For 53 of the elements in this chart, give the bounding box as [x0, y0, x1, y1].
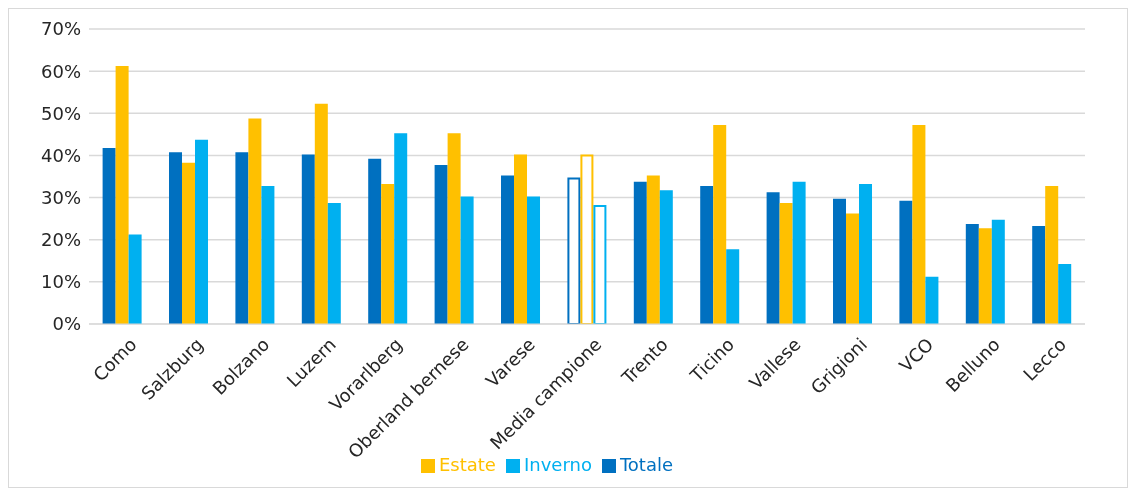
- bar: [713, 124, 727, 324]
- bar: [182, 162, 196, 324]
- bar: [1045, 186, 1059, 324]
- bar: [327, 202, 341, 324]
- bar: [527, 196, 541, 324]
- bar: [102, 148, 116, 324]
- bar: [514, 154, 528, 324]
- bar: [248, 118, 262, 324]
- y-tick-label: 30%: [40, 186, 81, 208]
- bar: [1058, 264, 1072, 324]
- bar: [726, 249, 740, 324]
- bar: [833, 198, 847, 324]
- bar: [460, 196, 474, 324]
- bar: [1032, 226, 1046, 324]
- bar: [195, 139, 209, 324]
- y-tick-label: 70%: [40, 18, 81, 40]
- bar: [169, 152, 183, 324]
- bar: [912, 124, 926, 324]
- bar: [301, 154, 315, 324]
- bar: [779, 202, 793, 324]
- bar: [700, 186, 714, 324]
- bar: [766, 192, 780, 324]
- bar: [859, 183, 873, 324]
- bar: [501, 175, 515, 324]
- bar: [447, 133, 461, 324]
- bar: [314, 103, 328, 324]
- y-tick-label: 20%: [40, 229, 81, 251]
- legend-label: Estate: [438, 454, 496, 475]
- bar: [646, 175, 660, 324]
- legend-label: Inverno: [523, 454, 592, 475]
- bar: [128, 234, 142, 324]
- bar: [434, 164, 448, 324]
- bar: [792, 181, 806, 324]
- y-tick-label: 40%: [40, 144, 81, 166]
- bar: [235, 152, 249, 324]
- bar: [633, 181, 647, 324]
- y-tick-label: 50%: [40, 102, 81, 124]
- bar: [394, 133, 408, 324]
- bar: [991, 219, 1005, 324]
- bar: [659, 190, 673, 324]
- y-tick-label: 0%: [52, 313, 81, 335]
- y-tick-label: 60%: [40, 60, 81, 82]
- bar: [846, 213, 860, 324]
- bar: [965, 223, 979, 324]
- bar: [978, 228, 992, 324]
- y-tick-label: 10%: [40, 271, 81, 293]
- bar: [368, 158, 382, 324]
- bar: [115, 65, 129, 324]
- bar: [381, 183, 395, 324]
- bar: [261, 186, 275, 324]
- bar: [899, 200, 913, 324]
- legend-label: Totale: [619, 454, 674, 475]
- bar: [925, 276, 939, 324]
